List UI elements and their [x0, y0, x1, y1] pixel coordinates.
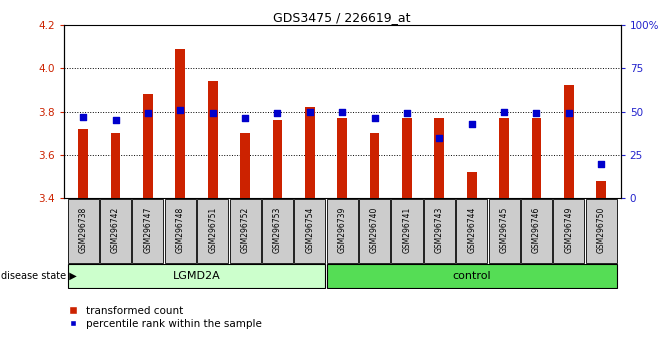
- Bar: [79, 129, 88, 198]
- Legend: transformed count, percentile rank within the sample: transformed count, percentile rank withi…: [69, 306, 262, 329]
- Point: [369, 116, 380, 121]
- Point: [240, 116, 250, 121]
- Text: GSM296749: GSM296749: [564, 206, 573, 253]
- FancyBboxPatch shape: [327, 264, 617, 288]
- Point: [78, 114, 89, 120]
- Bar: [597, 181, 606, 198]
- Point: [402, 110, 413, 116]
- Text: GSM296746: GSM296746: [532, 206, 541, 253]
- Point: [207, 110, 218, 116]
- Bar: [272, 120, 282, 198]
- Point: [110, 117, 121, 123]
- Text: GSM296741: GSM296741: [403, 206, 411, 253]
- Point: [272, 110, 282, 116]
- Text: GSM296751: GSM296751: [208, 206, 217, 253]
- Text: GSM296740: GSM296740: [370, 206, 379, 253]
- FancyBboxPatch shape: [456, 199, 487, 263]
- Text: GSM296752: GSM296752: [241, 206, 250, 253]
- Bar: [370, 133, 379, 198]
- Bar: [240, 133, 250, 198]
- FancyBboxPatch shape: [586, 199, 617, 263]
- Bar: [435, 118, 444, 198]
- Point: [434, 135, 445, 140]
- Bar: [499, 118, 509, 198]
- Bar: [531, 118, 541, 198]
- FancyBboxPatch shape: [295, 199, 325, 263]
- Point: [531, 110, 542, 116]
- FancyBboxPatch shape: [554, 199, 584, 263]
- FancyBboxPatch shape: [488, 199, 519, 263]
- FancyBboxPatch shape: [424, 199, 455, 263]
- Text: GSM296743: GSM296743: [435, 206, 444, 253]
- Point: [499, 109, 509, 114]
- Text: GSM296754: GSM296754: [305, 206, 314, 253]
- Bar: [467, 172, 476, 198]
- FancyBboxPatch shape: [359, 199, 390, 263]
- Point: [175, 107, 186, 113]
- Text: disease state ▶: disease state ▶: [1, 271, 77, 281]
- Title: GDS3475 / 226619_at: GDS3475 / 226619_at: [274, 11, 411, 24]
- Text: LGMD2A: LGMD2A: [172, 271, 220, 281]
- Point: [564, 110, 574, 116]
- Text: GSM296747: GSM296747: [144, 206, 152, 253]
- FancyBboxPatch shape: [521, 199, 552, 263]
- FancyBboxPatch shape: [165, 199, 196, 263]
- Text: GSM296742: GSM296742: [111, 206, 120, 253]
- Bar: [175, 48, 185, 198]
- Text: control: control: [452, 271, 491, 281]
- Text: GSM296748: GSM296748: [176, 206, 185, 253]
- Bar: [305, 107, 315, 198]
- Text: GSM296745: GSM296745: [500, 206, 509, 253]
- Point: [305, 109, 315, 114]
- FancyBboxPatch shape: [327, 199, 358, 263]
- FancyBboxPatch shape: [68, 199, 99, 263]
- Text: GSM296744: GSM296744: [467, 206, 476, 253]
- Bar: [111, 133, 120, 198]
- Text: GSM296738: GSM296738: [79, 206, 88, 253]
- Bar: [208, 81, 217, 198]
- FancyBboxPatch shape: [132, 199, 164, 263]
- FancyBboxPatch shape: [100, 199, 131, 263]
- Text: GSM296739: GSM296739: [338, 206, 347, 253]
- FancyBboxPatch shape: [68, 264, 325, 288]
- Text: GSM296753: GSM296753: [273, 206, 282, 253]
- FancyBboxPatch shape: [197, 199, 228, 263]
- Bar: [402, 118, 412, 198]
- Bar: [143, 94, 153, 198]
- Point: [466, 121, 477, 126]
- FancyBboxPatch shape: [229, 199, 260, 263]
- Point: [142, 110, 153, 116]
- Point: [596, 161, 607, 166]
- Bar: [338, 118, 347, 198]
- Point: [337, 109, 348, 114]
- Text: GSM296750: GSM296750: [597, 206, 606, 253]
- FancyBboxPatch shape: [262, 199, 293, 263]
- FancyBboxPatch shape: [391, 199, 423, 263]
- Bar: [564, 85, 574, 198]
